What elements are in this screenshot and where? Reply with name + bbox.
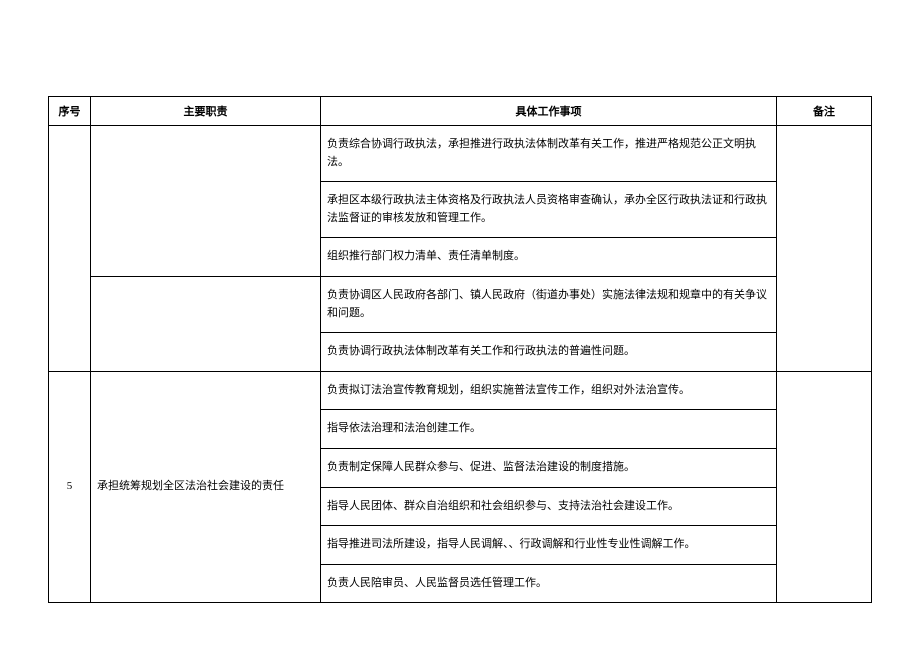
header-duty: 主要职责 [91, 97, 321, 126]
cell-detail: 指导依法治理和法治创建工作。 [321, 410, 777, 449]
table-row: 负责综合协调行政执法，承担推进行政执法体制改革有关工作，推进严格规范公正文明执法… [49, 126, 872, 182]
cell-detail: 负责拟订法治宣传教育规划，组织实施普法宣传工作，组织对外法治宣传。 [321, 371, 777, 410]
table-header-row: 序号 主要职责 具体工作事项 备注 [49, 97, 872, 126]
cell-detail: 负责协调区人民政府各部门、镇人民政府（街道办事处）实施法律法规和规章中的有关争议… [321, 276, 777, 332]
cell-detail: 指导推进司法所建设，指导人民调解、、行政调解和行业性专业性调解工作。 [321, 526, 777, 565]
header-seq: 序号 [49, 97, 91, 126]
header-remark: 备注 [777, 97, 872, 126]
cell-detail: 负责协调行政执法体制改革有关工作和行政执法的普遍性问题。 [321, 333, 777, 372]
cell-seq [49, 126, 91, 372]
cell-remark [777, 371, 872, 603]
cell-detail: 指导人民团体、群众自治组织和社会组织参与、支持法治社会建设工作。 [321, 487, 777, 526]
table-row: 负责协调区人民政府各部门、镇人民政府（街道办事处）实施法律法规和规章中的有关争议… [49, 276, 872, 332]
cell-detail: 承担区本级行政执法主体资格及行政执法人员资格审查确认，承办全区行政执法证和行政执… [321, 182, 777, 238]
duties-table: 序号 主要职责 具体工作事项 备注 负责综合协调行政执法，承担推进行政执法体制改… [48, 96, 872, 603]
cell-detail: 组织推行部门权力清单、责任清单制度。 [321, 238, 777, 277]
cell-seq: 5 [49, 371, 91, 603]
cell-detail: 负责人民陪审员、人民监督员选任管理工作。 [321, 564, 777, 603]
table-row: 5 承担统筹规划全区法治社会建设的责任 负责拟订法治宣传教育规划，组织实施普法宣… [49, 371, 872, 410]
cell-duty [91, 126, 321, 277]
cell-duty: 承担统筹规划全区法治社会建设的责任 [91, 371, 321, 603]
cell-duty [91, 276, 321, 371]
cell-detail: 负责综合协调行政执法，承担推进行政执法体制改革有关工作，推进严格规范公正文明执法… [321, 126, 777, 182]
cell-detail: 负责制定保障人民群众参与、促进、监督法治建设的制度措施。 [321, 448, 777, 487]
cell-remark [777, 126, 872, 372]
header-detail: 具体工作事项 [321, 97, 777, 126]
